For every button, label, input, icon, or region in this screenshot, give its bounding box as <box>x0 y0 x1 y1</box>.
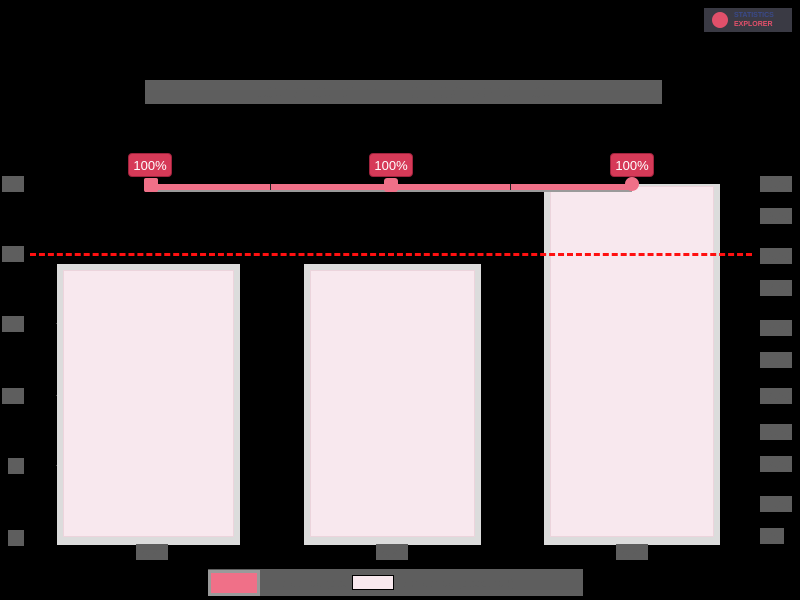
right-axis-label: 20% <box>760 456 792 472</box>
x-axis-label: 2021 <box>136 544 168 560</box>
reference-line <box>30 253 752 256</box>
left-axis-label: 0 <box>8 530 24 546</box>
left-axis-label: 0.5 <box>8 458 24 474</box>
data-label-badge: 100% <box>610 153 654 177</box>
logo-text-2: EXPLORER <box>734 21 773 28</box>
x-axis-label: 2022 <box>376 544 408 560</box>
line-point-marker[interactable] <box>625 177 639 191</box>
bar-2023[interactable] <box>544 184 720 545</box>
right-axis-label: 70% <box>760 280 792 296</box>
right-axis-label: 10% <box>760 496 792 512</box>
chart-legend: Line series (obscured) Bar series (obscu… <box>208 569 583 596</box>
line-point-marker[interactable] <box>144 178 158 192</box>
left-axis-label: 1 <box>2 388 24 404</box>
x-axis-tick <box>510 184 511 190</box>
legend-swatch-bar[interactable] <box>352 575 394 590</box>
right-axis-label: 30% <box>760 424 792 440</box>
chart-title: Redacted chart title (text obscured) <box>145 80 662 104</box>
right-axis-label: 40% <box>760 388 792 404</box>
legend-label-line[interactable]: Line series (obscured) <box>264 575 346 590</box>
line-point-marker[interactable] <box>384 178 398 192</box>
logo-text-1: STATISTICS <box>734 12 774 19</box>
bar-2022[interactable] <box>304 264 481 545</box>
left-axis-label: 2 <box>2 246 24 262</box>
right-axis-label: 80% <box>760 248 792 264</box>
x-axis-tick <box>270 184 271 190</box>
left-axis-label: 1.5 <box>2 316 24 332</box>
brand-logo: STATISTICS EXPLORER <box>704 8 792 32</box>
right-axis-label: 100% <box>760 176 792 192</box>
right-axis-label: 0% <box>760 528 784 544</box>
right-axis-label: 60% <box>760 320 792 336</box>
legend-label-bar[interactable]: Bar series (obscured) <box>400 575 515 590</box>
x-axis-label: 2023 <box>616 544 648 560</box>
right-axis-label: 90% <box>760 208 792 224</box>
legend-swatch-line[interactable] <box>208 569 260 596</box>
right-axis-label: 50% <box>760 352 792 368</box>
data-label-badge: 100% <box>369 153 413 177</box>
logo-mark-icon <box>712 12 728 28</box>
data-label-badge: 100% <box>128 153 172 177</box>
bar-2021[interactable] <box>57 264 240 545</box>
left-axis-label: 2.5 <box>2 176 24 192</box>
